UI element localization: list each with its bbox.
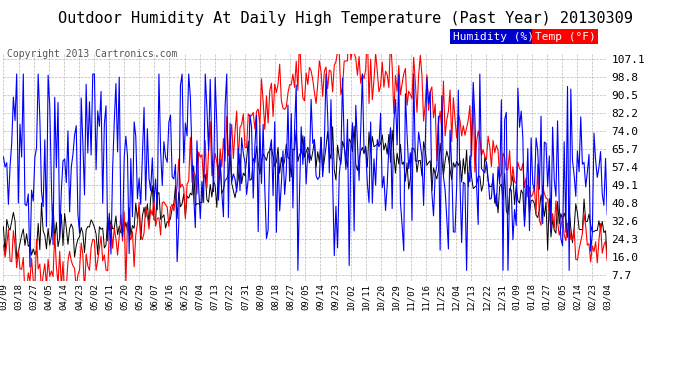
Text: Humidity (%): Humidity (%) [453, 32, 534, 42]
Text: Temp (°F): Temp (°F) [535, 32, 595, 42]
Text: Outdoor Humidity At Daily High Temperature (Past Year) 20130309: Outdoor Humidity At Daily High Temperatu… [57, 11, 633, 26]
Text: Copyright 2013 Cartronics.com: Copyright 2013 Cartronics.com [7, 49, 177, 59]
